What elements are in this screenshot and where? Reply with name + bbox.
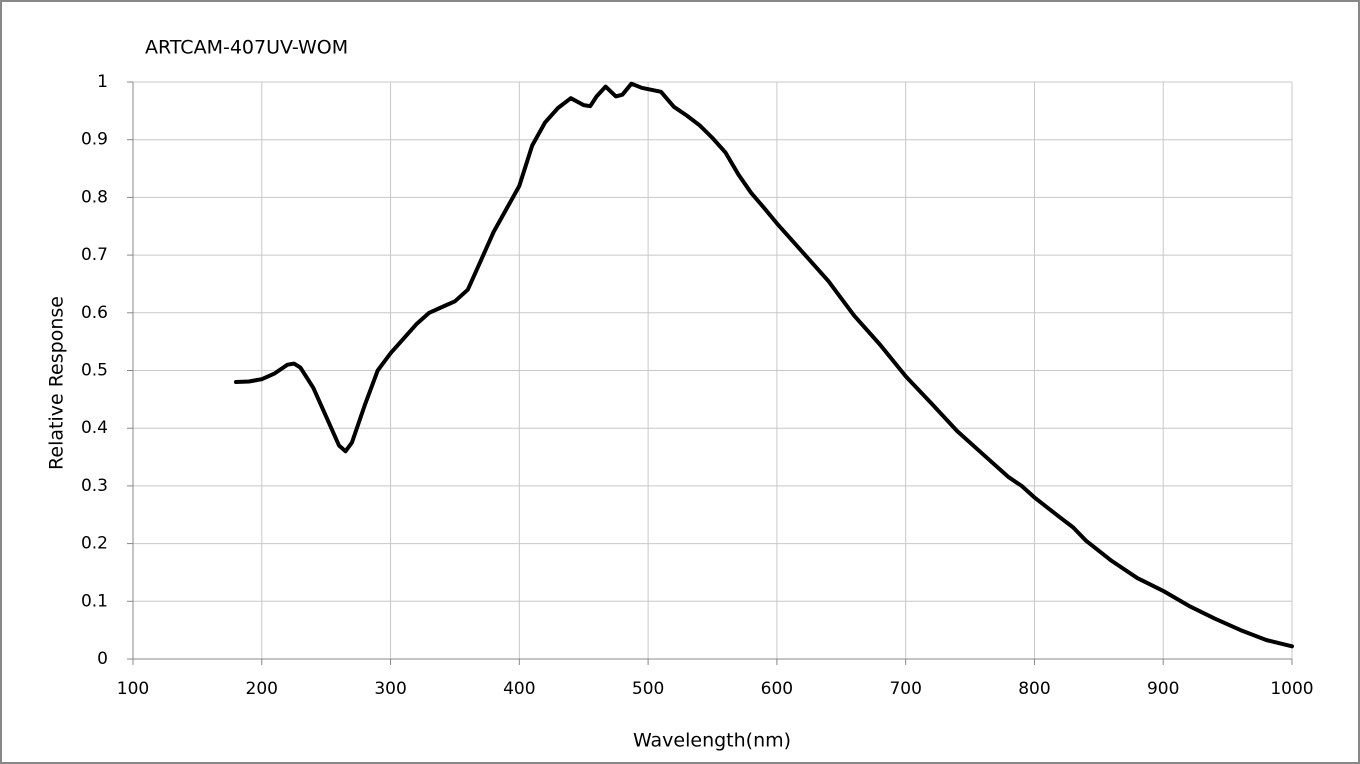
y-tick-label: 0.9 bbox=[81, 130, 108, 150]
y-tick-label: 0.7 bbox=[81, 245, 108, 265]
chart-title: ARTCAM-407UV-WOM bbox=[145, 37, 348, 59]
x-tick-label: 1000 bbox=[1270, 679, 1313, 699]
y-tick-label: 0.3 bbox=[81, 476, 108, 496]
x-tick-label: 800 bbox=[1018, 679, 1050, 699]
x-tick-label: 100 bbox=[117, 679, 149, 699]
x-tick-label: 900 bbox=[1147, 679, 1179, 699]
y-tick-label: 0.6 bbox=[81, 303, 108, 323]
x-tick-label: 500 bbox=[632, 679, 664, 699]
y-tick-label: 0.8 bbox=[81, 187, 108, 207]
x-tick-label: 600 bbox=[761, 679, 793, 699]
y-tick-label: 0.5 bbox=[81, 361, 108, 381]
data-line bbox=[234, 81, 1294, 649]
y-tick-label: 0.1 bbox=[81, 591, 108, 611]
x-tick-label: 200 bbox=[246, 679, 278, 699]
x-axis-label: Wavelength(nm) bbox=[633, 730, 791, 752]
y-tick-label: 0 bbox=[97, 649, 108, 669]
x-tick-label: 400 bbox=[503, 679, 535, 699]
y-axis-label: Relative Response bbox=[46, 296, 68, 470]
y-tick-label: 1 bbox=[97, 72, 108, 92]
y-tick-label: 0.4 bbox=[81, 418, 108, 438]
y-tick-label: 0.2 bbox=[81, 534, 108, 554]
x-tick-label: 700 bbox=[889, 679, 921, 699]
x-tick-label: 300 bbox=[374, 679, 406, 699]
